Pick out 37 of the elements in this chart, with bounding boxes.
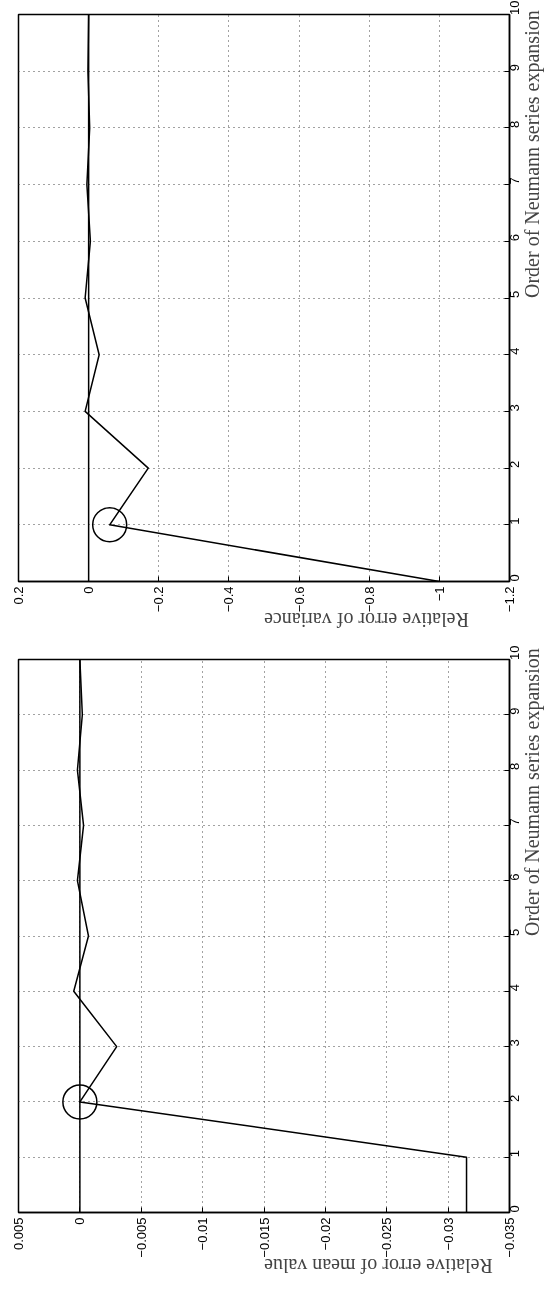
y-tick-label: 9 [507, 707, 522, 715]
y-tick-label: 5 [507, 928, 522, 936]
y-axis-title: Order of Neumann series expansion [520, 10, 544, 298]
x-tick-label: −0.03 [440, 1217, 456, 1251]
y-tick-label: 0 [507, 574, 522, 582]
y-tick-label: 7 [507, 818, 522, 826]
x-tick-label: −1.2 [502, 586, 517, 613]
x-tick-label: 0 [72, 1217, 88, 1225]
x-tick-label: 0 [81, 586, 97, 594]
y-tick-label: 6 [507, 873, 522, 881]
x-tick-label: 0.2 [11, 586, 26, 605]
y-tick-label: 7 [507, 177, 522, 185]
y-tick-label: 2 [507, 460, 522, 469]
y-tick-label: 10 [507, 645, 522, 660]
y-tick-label: 1 [507, 517, 522, 525]
y-tick-label: 3 [507, 404, 522, 412]
x-tick-label: −0.01 [195, 1217, 211, 1251]
y-tick-label: 8 [507, 120, 522, 128]
y-tick-label: 2 [507, 1094, 522, 1102]
x-tick-label: −0.4 [221, 586, 237, 613]
y-tick-label: 3 [507, 1039, 522, 1047]
y-axis-title: Order of Neumann series expansion [520, 648, 544, 936]
x-tick-label: −0.02 [317, 1217, 333, 1251]
y-tick-label: 10 [507, 0, 522, 15]
y-tick-label: 9 [507, 63, 522, 72]
y-tick-label: 5 [507, 290, 522, 298]
x-tick-label: −1 [431, 586, 447, 602]
y-tick-label: 4 [507, 347, 522, 355]
y-tick-label: 6 [507, 234, 522, 242]
y-tick-label: 0 [507, 1205, 522, 1213]
y-tick-label: 4 [507, 984, 522, 992]
x-tick-label: −0.2 [151, 586, 167, 613]
y-tick-label: 1 [507, 1149, 522, 1158]
x-tick-label: −0.035 [502, 1217, 517, 1258]
x-tick-label: 0.005 [11, 1217, 26, 1251]
y-tick-label: 8 [507, 762, 522, 771]
x-tick-label: −0.005 [133, 1217, 149, 1258]
